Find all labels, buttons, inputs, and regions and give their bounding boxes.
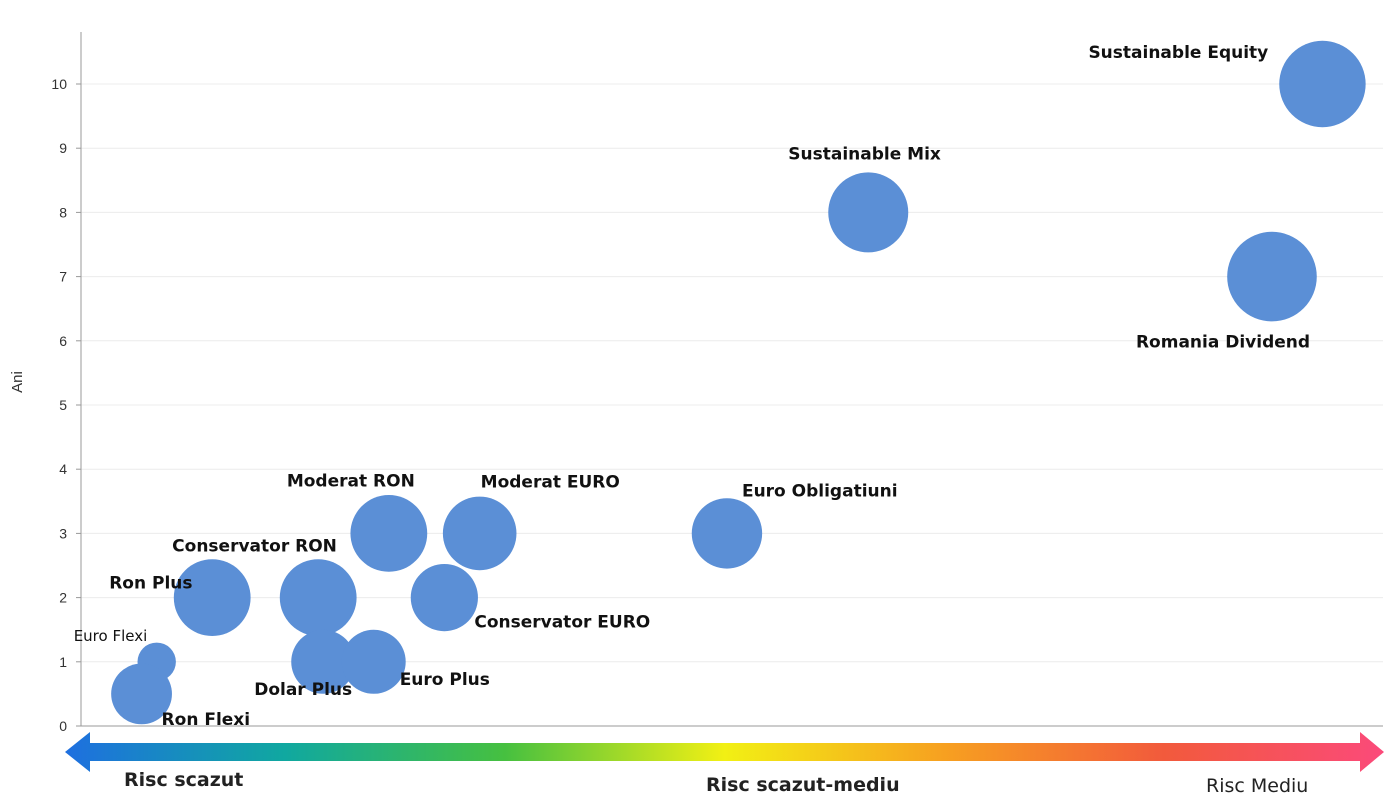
bubble-label: Romania Dividend [1136, 333, 1310, 353]
y-tick-label: 8 [59, 204, 67, 220]
bubble-label: Euro Obligatiuni [742, 481, 898, 501]
bubble-label: Euro Flexi [74, 627, 148, 645]
y-tick-label: 4 [59, 461, 67, 477]
bubble-point[interactable] [1279, 40, 1366, 128]
y-tick-label: 1 [59, 654, 67, 670]
risk-low-medium-label: Risc scazut-mediu [706, 774, 900, 796]
y-tick-label: 6 [59, 333, 67, 349]
axes [80, 32, 1383, 727]
bubble-label: Ron Plus [109, 574, 192, 594]
bubble-point[interactable] [828, 172, 909, 253]
y-tick-labels: 0 1 2 3 4 5 6 7 8 9 10 [51, 76, 67, 734]
bubble-label: Moderat EURO [481, 472, 620, 492]
bubble-point[interactable] [442, 496, 517, 571]
bubble-point[interactable] [350, 495, 428, 572]
y-tick-label: 2 [59, 590, 67, 606]
bubble-label: Sustainable Mix [788, 144, 941, 164]
bubble-point[interactable] [410, 564, 478, 632]
bubble-labels: Euro Flexi Ron Flexi Ron Plus Conservator R… [74, 43, 1310, 730]
bubble-label: Euro Plus [400, 670, 490, 690]
y-tick-label: 5 [59, 397, 67, 413]
bubble-label: Conservator EURO [474, 613, 650, 633]
bubble-label: Ron Flexi [162, 710, 251, 730]
y-tick-label: 7 [59, 269, 67, 285]
bubble-label: Sustainable Equity [1088, 43, 1268, 63]
y-tick-label: 9 [59, 140, 67, 156]
bubble-point[interactable] [341, 629, 406, 694]
bubble-series [111, 40, 1366, 725]
bubble-point[interactable] [111, 663, 172, 725]
y-tick-label: 0 [59, 718, 67, 734]
bubble-point[interactable] [173, 559, 251, 636]
bubble-point[interactable] [279, 559, 357, 636]
bubble-point[interactable] [291, 629, 356, 694]
y-tick-label: 3 [59, 525, 67, 541]
risk-gradient-arrow [65, 732, 1384, 772]
risk-medium-label: Risc Mediu [1206, 775, 1309, 797]
gridlines [76, 83, 1383, 727]
bubble-label: Conservator RON [172, 537, 337, 557]
risk-low-label: Risc scazut [124, 769, 244, 791]
bubble-point[interactable] [691, 498, 763, 569]
y-tick-label: 10 [51, 76, 67, 92]
bubble-label: Dolar Plus [254, 680, 352, 700]
bubble-point[interactable] [1227, 231, 1317, 322]
bubble-label: Moderat RON [287, 471, 415, 491]
y-axis-title: Ani [9, 371, 26, 393]
